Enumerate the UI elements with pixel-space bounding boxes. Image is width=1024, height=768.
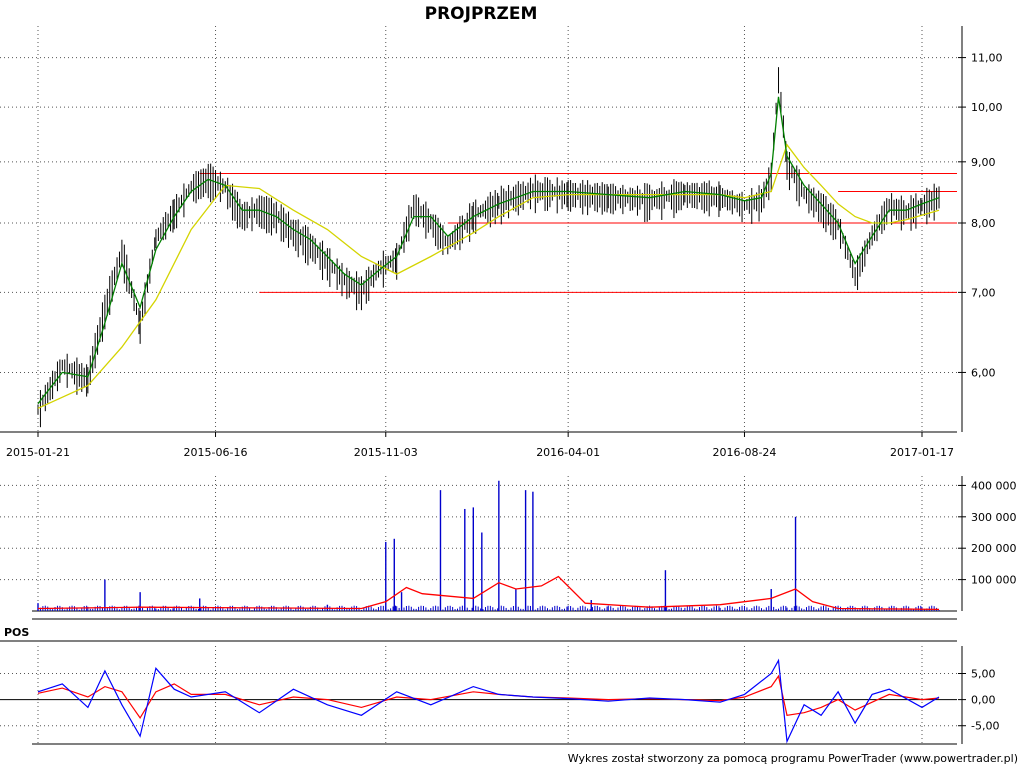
price-x-tick-label: 2017-01-17 xyxy=(890,446,954,459)
volume-y-tick-label: 100 000 xyxy=(971,574,1017,587)
oscillator-label: POS xyxy=(4,626,29,639)
oscillator-panel: POS 5,00 0,00 -5,00 xyxy=(0,626,999,745)
price-y-tick-label: 11,00 xyxy=(971,52,1003,65)
price-x-tick-label: 2015-11-03 xyxy=(354,446,418,459)
osc-y-tick-label: -5,00 xyxy=(971,720,999,733)
price-x-tick-label: 2016-08-24 xyxy=(713,446,777,459)
short-moving-average-line xyxy=(37,96,940,405)
pos-main-line xyxy=(37,658,940,744)
chart-title: PROJPRZEM xyxy=(425,4,538,24)
volume-panel: 400 000 300 000 200 000 100 000 xyxy=(0,476,1017,620)
price-x-tick-label: 2015-06-16 xyxy=(184,446,248,459)
volume-y-tick-label: 300 000 xyxy=(971,511,1017,524)
price-y-tick-label: 9,00 xyxy=(971,156,996,169)
osc-y-tick-label: 0,00 xyxy=(971,694,996,707)
volume-average-line xyxy=(37,575,940,611)
volume-y-tick-label: 200 000 xyxy=(971,542,1017,555)
price-y-tick-label: 6,00 xyxy=(971,366,996,379)
footer-credit: Wykres został stworzony za pomocą progra… xyxy=(568,752,1018,765)
price-x-tick-label: 2015-01-21 xyxy=(6,446,70,459)
price-panel: 2015-01-21 2015-06-16 2015-11-03 2016-04-01… xyxy=(0,26,1003,459)
osc-y-tick-label: 5,00 xyxy=(971,668,996,681)
price-y-tick-label: 10,00 xyxy=(971,101,1003,114)
price-x-tick-label: 2016-04-01 xyxy=(536,446,600,459)
price-y-tick-label: 7,00 xyxy=(971,286,996,299)
pos-signal-line xyxy=(37,674,940,719)
price-y-tick-label: 8,00 xyxy=(971,217,996,230)
volume-y-tick-label: 400 000 xyxy=(971,479,1017,492)
